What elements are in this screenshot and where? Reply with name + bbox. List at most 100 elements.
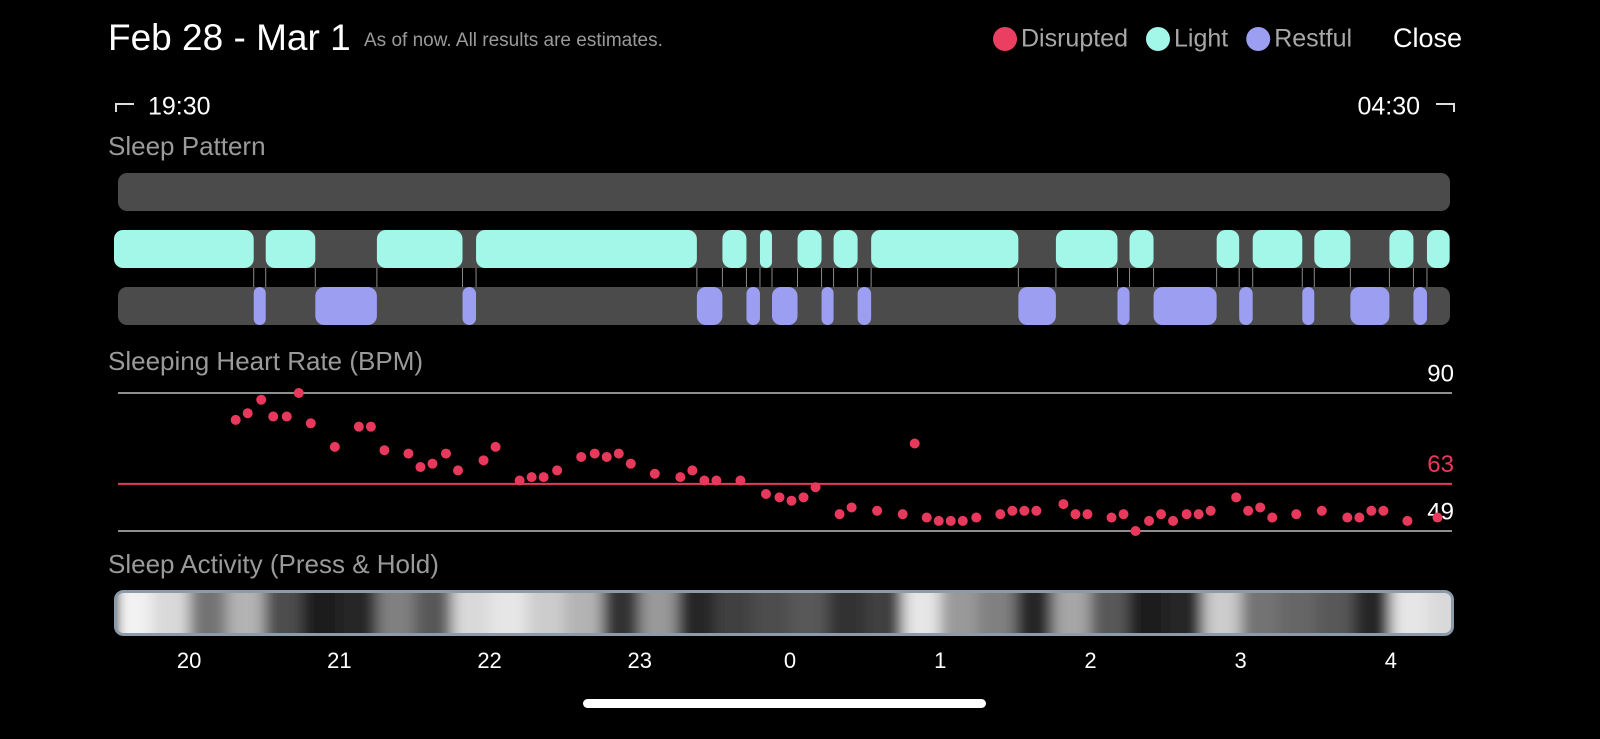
segment (1117, 287, 1130, 325)
heart-rate-point (576, 451, 587, 462)
heart-rate-point (834, 509, 845, 520)
track (118, 173, 1450, 211)
heart-rate-point (897, 509, 908, 520)
activity-cell (1278, 592, 1317, 634)
activity-cell (1015, 592, 1054, 634)
heart-rate-point (589, 448, 600, 459)
activity-cell (489, 592, 528, 634)
home-indicator (583, 699, 986, 708)
heart-rate-point (1070, 509, 1081, 520)
segment (1018, 287, 1056, 325)
heart-rate-point (933, 515, 944, 526)
segment (1252, 230, 1303, 268)
heart-rate-point (1156, 509, 1167, 520)
segment (1216, 230, 1240, 268)
activity-cell (714, 592, 753, 634)
activity-cell (376, 592, 415, 634)
segment (476, 230, 697, 268)
x-tick-label: 20 (177, 648, 201, 673)
segment (833, 230, 858, 268)
activity-cell (1052, 592, 1091, 634)
heart-rate-point (760, 488, 771, 499)
segment (722, 230, 747, 268)
segment (1314, 230, 1351, 268)
x-tick-label: 0 (784, 648, 796, 673)
segment (462, 287, 477, 325)
activity-cell (940, 592, 979, 634)
track (118, 230, 1450, 268)
heart-rate-point (1007, 505, 1018, 516)
activity-cell (602, 592, 641, 634)
segment (797, 230, 822, 268)
heart-rate-point (649, 468, 660, 479)
segment (315, 287, 377, 325)
legend-label: Restful (1274, 25, 1352, 53)
activity-strip (116, 592, 1452, 634)
activity-cell (1428, 592, 1452, 634)
legend-swatch (1246, 27, 1271, 51)
heart-rate-point (699, 475, 710, 486)
activity-cell (1090, 592, 1129, 634)
segment (1239, 287, 1253, 325)
legend-swatch (993, 27, 1017, 51)
heart-rate-point (427, 458, 438, 469)
close-button[interactable]: Close (1393, 23, 1462, 53)
heart-rate-point (365, 421, 376, 432)
y-tick-label: 90 (1427, 360, 1454, 387)
segment (1302, 287, 1315, 325)
legend-swatch (1146, 27, 1170, 51)
heart-rate-point (1082, 509, 1093, 520)
heart-rate-point (1291, 509, 1302, 520)
heart-rate-point (909, 438, 920, 449)
activity-cell (527, 592, 566, 634)
segment (1055, 230, 1118, 268)
x-tick-label: 23 (628, 648, 652, 673)
heart-rate-point (1181, 509, 1192, 520)
segment (265, 230, 316, 268)
heart-rate-point (440, 448, 451, 459)
heart-rate-point (1267, 512, 1278, 523)
activity-cell (1165, 592, 1204, 634)
segment (1129, 230, 1154, 268)
section-title: Sleep Activity (Press & Hold) (108, 549, 439, 579)
heart-rate-point (1058, 499, 1069, 510)
activity-cell (790, 592, 829, 634)
x-tick-label: 4 (1385, 648, 1397, 673)
segment (857, 287, 872, 325)
title: Feb 28 - Mar 1 (108, 17, 351, 58)
heart-rate-point (353, 421, 364, 432)
segment (1153, 287, 1217, 325)
section-title: Sleeping Heart Rate (BPM) (108, 346, 423, 376)
heart-rate-point (415, 462, 426, 473)
heart-rate-point (971, 512, 982, 523)
heart-rate-point (1255, 502, 1266, 513)
heart-rate-point (1316, 505, 1327, 516)
legend: Disrupted Light Restful (993, 25, 1352, 53)
heart-rate-point (256, 394, 267, 405)
segment (253, 287, 266, 325)
heart-rate-point (1402, 515, 1413, 526)
heart-rate-point (1354, 512, 1365, 523)
heart-rate-point (675, 472, 686, 483)
heart-rate-point (329, 441, 340, 452)
activity-cell (1353, 592, 1392, 634)
heart-rate-point (687, 465, 698, 476)
activity-cell (564, 592, 603, 634)
heart-rate-point (846, 502, 857, 513)
heart-rate-point (1106, 512, 1117, 523)
range-start-corner (115, 103, 134, 112)
activity-cell (1203, 592, 1242, 634)
segment (871, 230, 1019, 268)
subtitle: As of now. All results are estimates. (364, 30, 663, 51)
heart-rate-point (268, 411, 279, 422)
activity-cell (452, 592, 491, 634)
activity-cell (151, 592, 190, 634)
segment (696, 287, 723, 325)
segment (1389, 230, 1414, 268)
heart-rate-point (490, 441, 501, 452)
heart-rate-point (281, 411, 292, 422)
x-tick-label: 21 (327, 648, 351, 673)
x-tick-label: 2 (1084, 648, 1096, 673)
x-tick-label: 22 (477, 648, 501, 673)
activity-cell (1390, 592, 1429, 634)
